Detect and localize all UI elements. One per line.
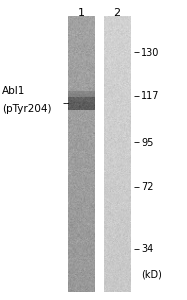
Text: 117: 117 <box>141 91 160 101</box>
Text: --: -- <box>134 47 141 58</box>
Text: --: -- <box>63 98 70 109</box>
Text: --: -- <box>134 137 141 148</box>
Text: Abl1: Abl1 <box>2 86 25 97</box>
Text: 1: 1 <box>78 8 85 18</box>
Text: 130: 130 <box>141 47 160 58</box>
Text: --: -- <box>134 182 141 193</box>
Text: (pTyr204): (pTyr204) <box>2 104 51 115</box>
Text: --: -- <box>134 244 141 254</box>
Text: 34: 34 <box>141 244 154 254</box>
Text: 95: 95 <box>141 137 154 148</box>
Text: 2: 2 <box>113 8 120 18</box>
Text: --: -- <box>134 91 141 101</box>
Text: (kD): (kD) <box>141 269 162 280</box>
Text: 72: 72 <box>141 182 154 193</box>
